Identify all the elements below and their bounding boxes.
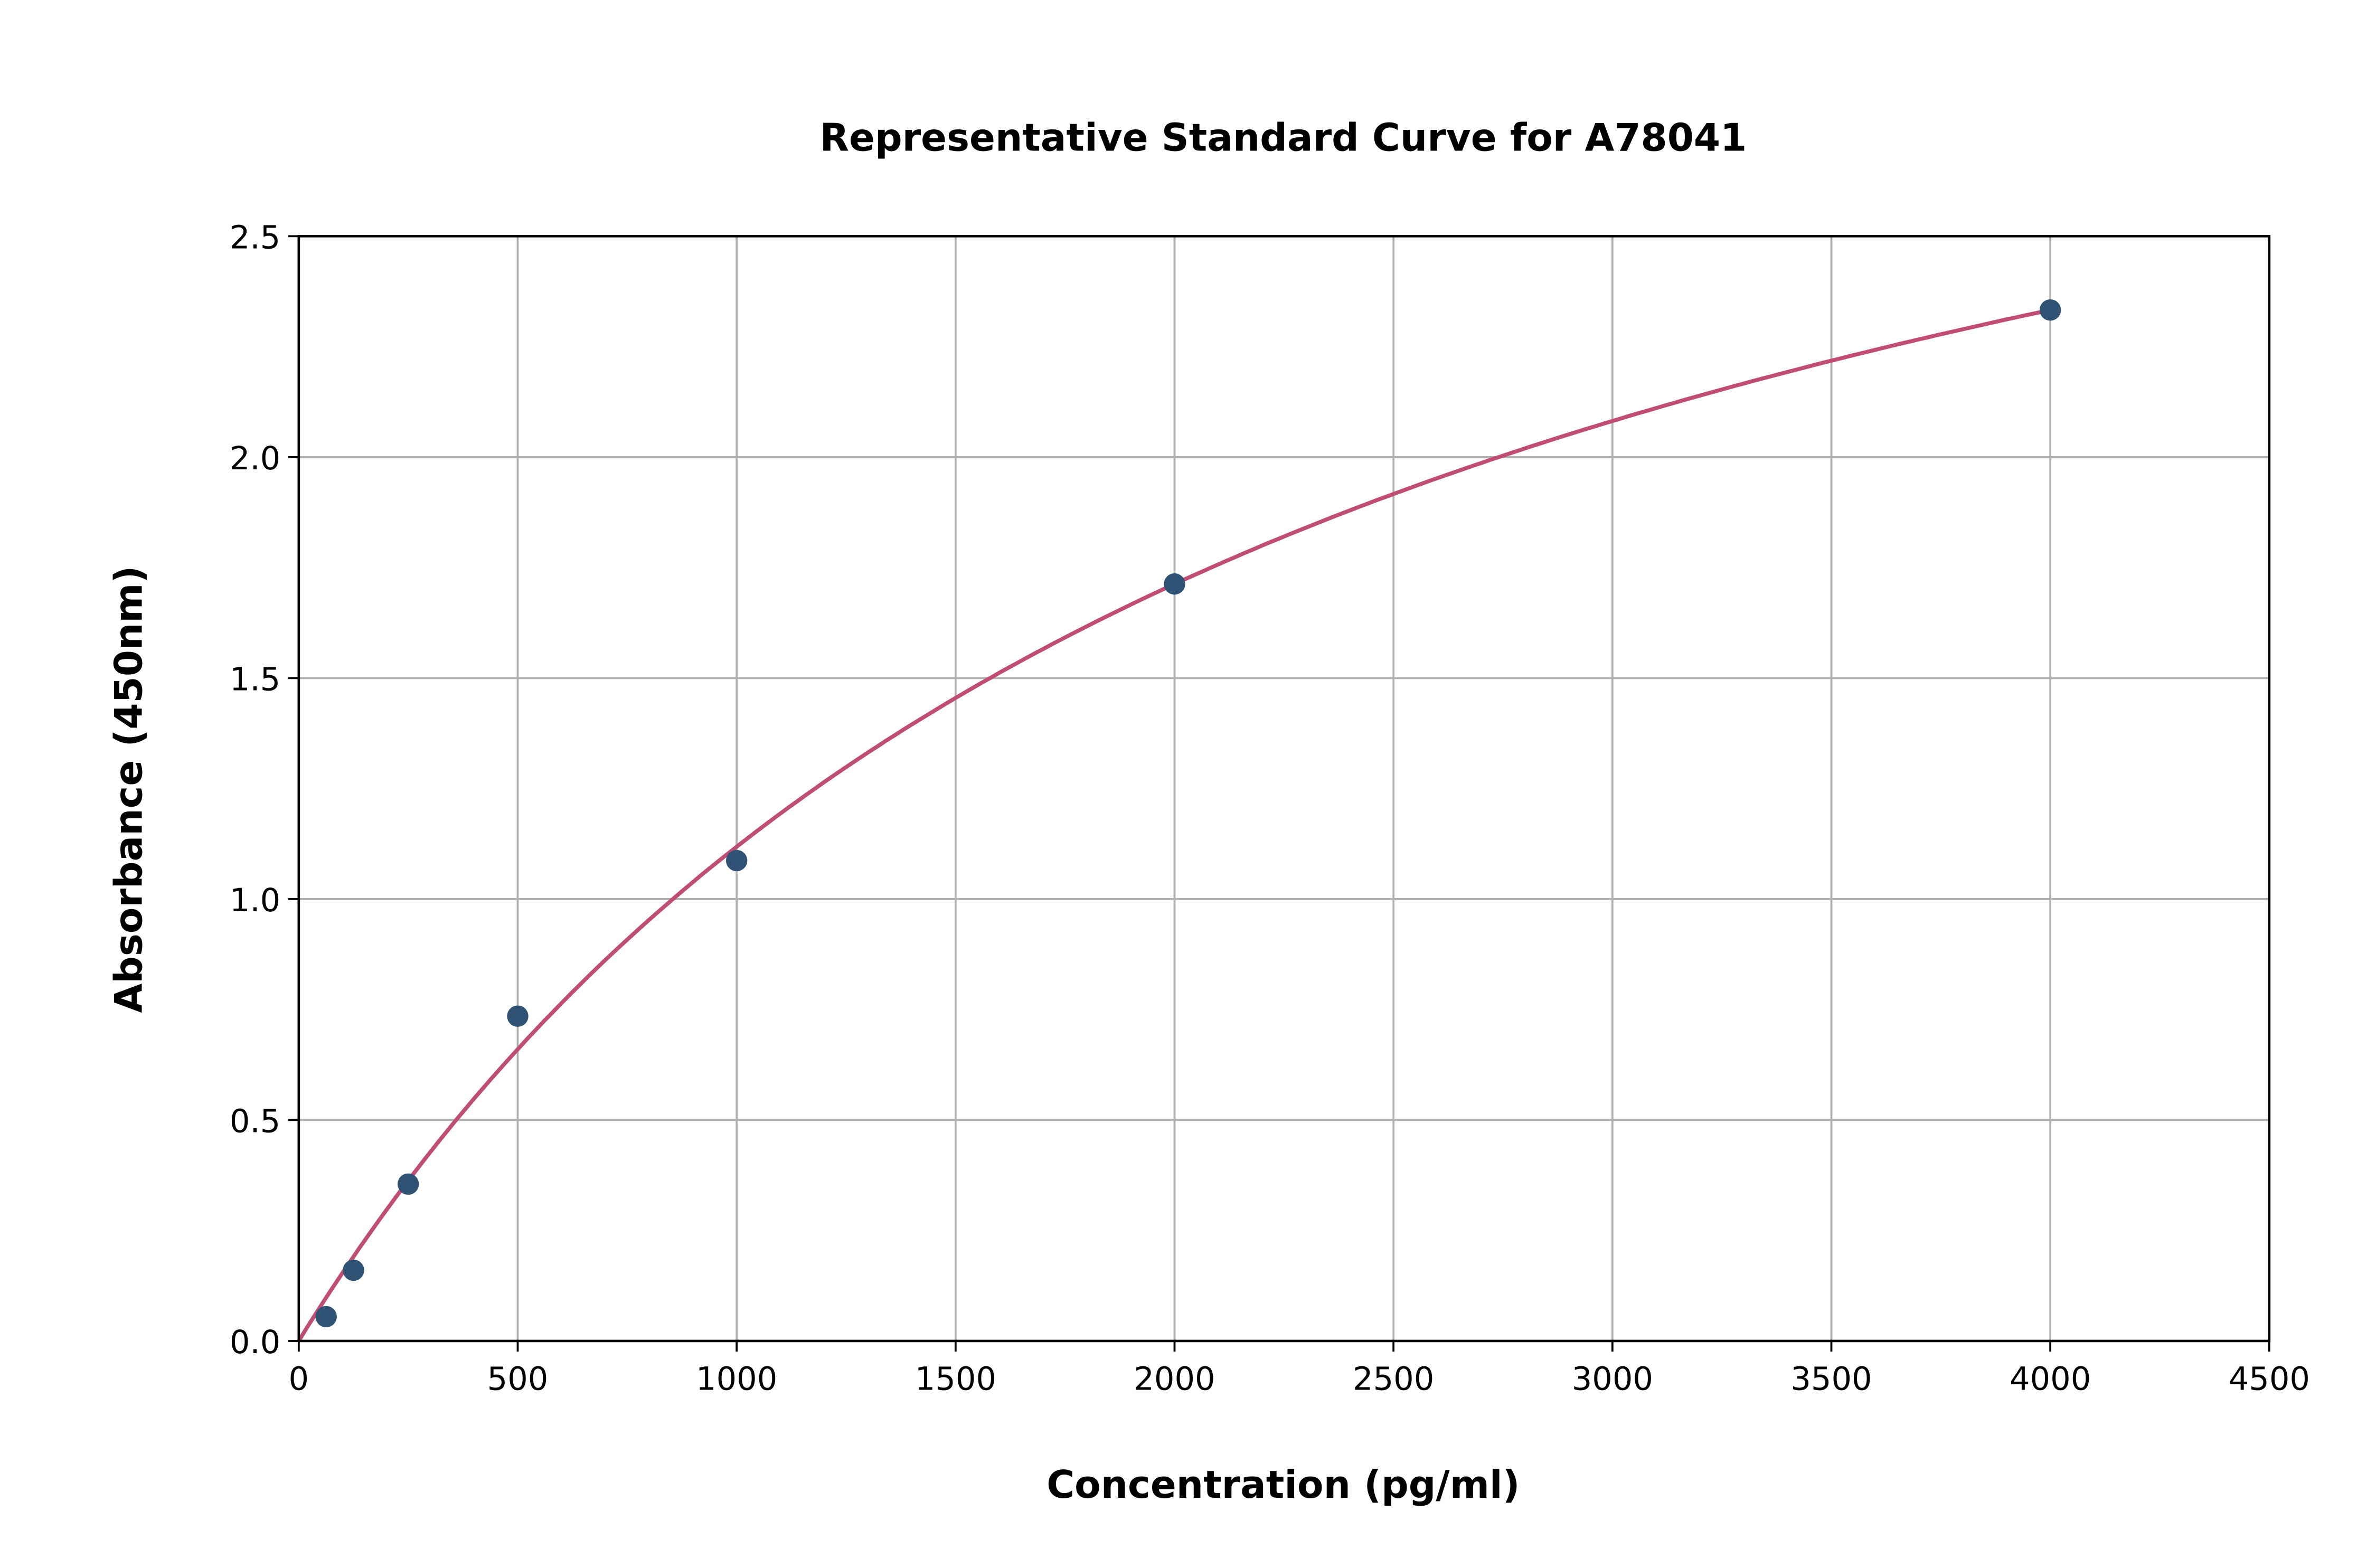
x-tick-label: 500 [487, 1361, 549, 1397]
x-tick-label: 2000 [1134, 1361, 1215, 1397]
y-tick-label: 1.5 [230, 661, 280, 698]
data-point [507, 1005, 529, 1027]
data-point [725, 849, 748, 872]
data-points [315, 299, 2061, 1328]
y-tick-label: 2.0 [230, 440, 280, 477]
y-tick-label: 0.0 [230, 1324, 280, 1361]
y-tick-label: 0.5 [230, 1103, 280, 1140]
grid [297, 235, 2270, 1342]
x-axis-label: Concentration (pg/ml) [1046, 1463, 1520, 1507]
x-tick-label: 3500 [1790, 1361, 1872, 1397]
x-tick-label: 2500 [1353, 1361, 1434, 1397]
x-tick-label: 4500 [2229, 1361, 2310, 1397]
y-tick-label: 1.0 [230, 882, 280, 919]
x-tick-label: 1500 [915, 1361, 996, 1397]
plot-frame [297, 235, 2271, 1343]
x-tick-label: 1000 [696, 1361, 777, 1397]
data-point [397, 1173, 419, 1195]
y-axis-ticks: 0.0 0.5 1.0 1.5 2.0 2.5 [230, 219, 299, 1361]
data-point [2039, 299, 2061, 321]
chart-title: Representative Standard Curve for A78041 [819, 116, 1747, 160]
x-tick-label: 3000 [1572, 1361, 1653, 1397]
data-point [1164, 573, 1185, 595]
x-tick-label: 0 [289, 1361, 309, 1397]
data-point [315, 1306, 337, 1328]
y-tick-label: 2.5 [230, 219, 280, 256]
x-axis-ticks: 0 500 1000 1500 2000 2500 3000 3500 4000 4500 [289, 1340, 2310, 1397]
data-point [343, 1259, 364, 1281]
y-axis-label: Absorbance (450nm) [107, 566, 152, 1013]
x-tick-label: 4000 [2010, 1361, 2091, 1397]
